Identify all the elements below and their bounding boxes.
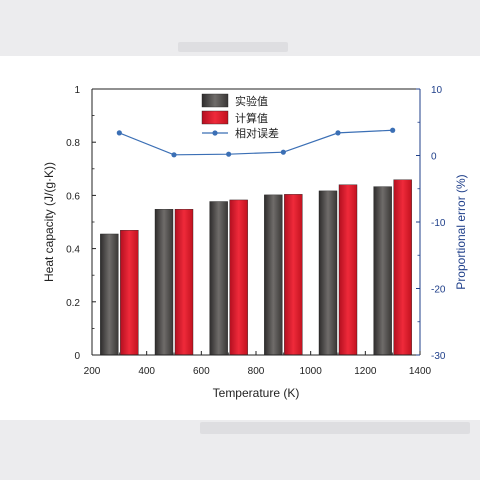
y2-tick-label: 0: [431, 152, 437, 163]
y-tick-label: 1: [74, 85, 80, 96]
bar-calculated: [229, 199, 248, 356]
x-tick-label: 1400: [409, 366, 432, 377]
x-tick-label: 400: [138, 366, 155, 377]
axes-group: [91, 88, 421, 356]
y2-tick-label: -30: [431, 351, 446, 362]
error-point: [280, 149, 286, 155]
error-point: [390, 127, 396, 133]
scan-margin-bottom: [0, 420, 480, 480]
legend-marker-error: [212, 130, 218, 136]
bar-calculated: [393, 179, 412, 356]
scan-smudge: [178, 42, 288, 52]
y-tick-label: 0.4: [66, 245, 80, 256]
x-tick-label: 800: [248, 366, 265, 377]
error-point: [226, 151, 232, 157]
bar-calculated: [338, 184, 358, 356]
legend-label-calculated: 计算值: [235, 111, 268, 125]
y-tick-label: 0.8: [66, 138, 80, 149]
bar-calculated: [174, 209, 194, 356]
y2-axis-title: Proportional error (%): [454, 174, 468, 289]
y-tick-label: 0.6: [66, 191, 80, 202]
x-axis-title: Temperature (K): [213, 386, 300, 400]
y-axis-title: Heat capacity (J/(g·K)): [42, 162, 56, 282]
bars-group: [100, 179, 412, 356]
x-tick-label: 600: [193, 366, 210, 377]
legend-label-experimental: 实验值: [235, 94, 268, 108]
legend-swatch-experimental: [201, 93, 229, 108]
bar-experimental: [100, 233, 119, 356]
x-tick-label: 1200: [354, 366, 377, 377]
y-tick-label: 0.2: [66, 298, 80, 309]
bar-experimental: [373, 186, 392, 356]
error-point: [116, 130, 122, 136]
bar-experimental: [318, 190, 338, 356]
error-line: [119, 129, 393, 156]
bar-calculated: [120, 230, 139, 356]
legend-label-error: 相对误差: [235, 126, 279, 140]
error-point: [335, 130, 341, 136]
bar-experimental: [209, 201, 228, 356]
error-point: [171, 152, 177, 158]
bar-calculated: [284, 194, 303, 356]
y-tick-label: 0: [74, 351, 80, 362]
bar-experimental: [264, 194, 283, 356]
y2-tick-label: 10: [431, 85, 443, 96]
y2-tick-label: -10: [431, 218, 446, 229]
legend-swatch-calculated: [201, 110, 229, 125]
x-tick-label: 1000: [300, 366, 323, 377]
y2-tick-label: -20: [431, 285, 446, 296]
bar-experimental: [154, 209, 174, 356]
x-tick-label: 200: [84, 366, 101, 377]
labels-group: 200 400 600 800 1000 1200 1400 0 0.2 0.4 0.6 0.8 1 -3…: [42, 85, 468, 400]
scan-margin-top: [0, 0, 480, 56]
error-line-group: [116, 127, 396, 158]
scan-smudge: [200, 422, 470, 434]
